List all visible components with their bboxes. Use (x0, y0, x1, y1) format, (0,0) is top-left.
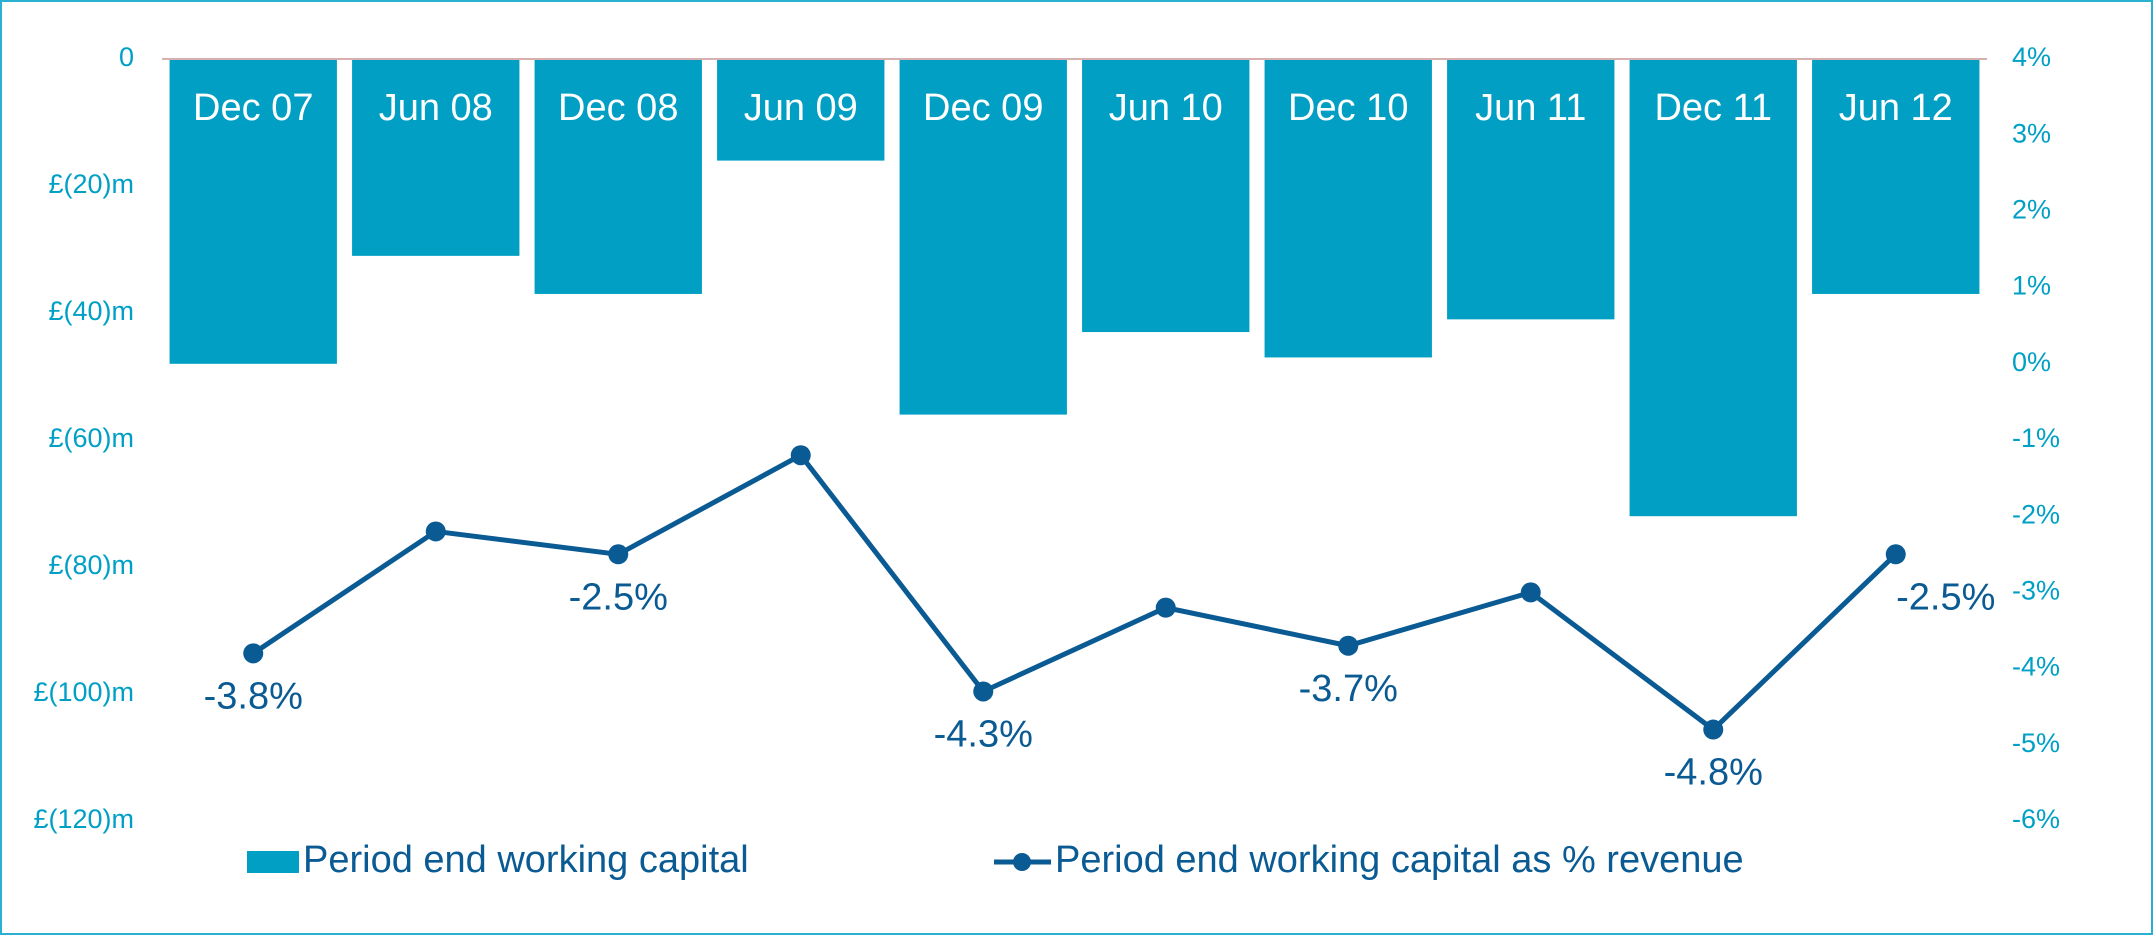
line (251, 452, 1898, 733)
category-label: Dec 07 (193, 87, 313, 129)
line-point (1520, 582, 1541, 603)
data-label: -3.7% (1299, 668, 1398, 710)
y2-tick-label: 3% (2012, 118, 2051, 148)
bar (352, 59, 520, 256)
bar (169, 59, 337, 364)
y-tick-label: £(60)m (48, 423, 134, 453)
category-label: Dec 09 (923, 87, 1043, 129)
line-point (1155, 597, 1176, 618)
y-tick-label: £(20)m (48, 169, 134, 199)
line-point (973, 681, 994, 702)
bar (1264, 59, 1432, 358)
category-label: Dec 10 (1288, 87, 1408, 129)
category-label: Jun 11 (1475, 87, 1586, 129)
y2-tick-label: 4% (2012, 42, 2051, 72)
bar (1812, 59, 1980, 294)
y2-tick-label: 2% (2012, 195, 2051, 225)
y2-tick-label: 1% (2012, 271, 2051, 301)
data-label: -4.8% (1664, 752, 1763, 794)
y-tick-label: £(80)m (48, 550, 134, 580)
y-tick-label: 0 (119, 42, 134, 72)
bar (1447, 59, 1615, 320)
legend-label: Period end working capital (303, 839, 749, 881)
legend-point-symbol (1013, 853, 1031, 871)
legend-label: Period end working capital as % revenue (1055, 839, 1744, 881)
category-label: Jun 08 (379, 87, 493, 129)
bar (534, 59, 702, 294)
bar (899, 59, 1067, 415)
data-label: -2.5% (1896, 576, 1995, 618)
y-tick-label: £(100)m (33, 677, 134, 707)
category-label: Dec 08 (558, 87, 678, 129)
line-point (1338, 635, 1359, 656)
data-label: -3.8% (204, 675, 303, 717)
y-tick-label: £(120)m (33, 804, 134, 834)
y2-tick-label: -1% (2012, 423, 2060, 453)
y2-tick-label: -6% (2012, 804, 2060, 834)
line-point (790, 445, 811, 466)
category-label: Jun 09 (744, 87, 858, 129)
bar (717, 59, 885, 161)
y2-tick-label: -5% (2012, 728, 2060, 758)
line-point (608, 544, 629, 565)
y2-tick-label: -4% (2012, 652, 2060, 682)
bar (1629, 59, 1797, 517)
category-label: Dec 11 (1654, 87, 1772, 129)
data-label: -4.3% (934, 713, 1033, 755)
line-point (425, 521, 446, 542)
y2-tick-label: -2% (2012, 499, 2060, 529)
category-label: Jun 12 (1839, 87, 1953, 129)
legend-swatch (247, 851, 299, 873)
y-tick-label: £(40)m (48, 296, 134, 326)
line-point (1885, 544, 1906, 565)
y2-tick-label: -3% (2012, 576, 2060, 606)
category-label: Jun 10 (1109, 87, 1223, 129)
line-point (243, 643, 264, 664)
y2-tick-label: 0% (2012, 347, 2051, 377)
bar (1082, 59, 1250, 333)
data-label: -2.5% (569, 576, 668, 618)
line-point (1703, 719, 1724, 740)
